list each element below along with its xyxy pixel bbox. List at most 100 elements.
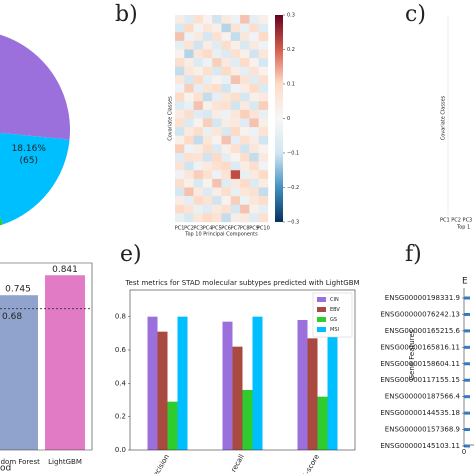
heat-cell <box>184 101 194 111</box>
reference-label: 0.68 <box>2 312 22 322</box>
y-tick-label: ENSG00000076242.13 <box>380 310 460 318</box>
slice-label: 18.16% <box>12 144 47 154</box>
heat-cell <box>258 15 269 24</box>
heat-cell <box>202 204 213 214</box>
heat-cell <box>175 170 185 180</box>
heat-cell <box>249 92 259 102</box>
heat-cell <box>230 161 241 171</box>
y-tick-label: 0.2 <box>115 413 126 421</box>
heat-cell <box>193 161 204 171</box>
heat-cell <box>193 23 204 33</box>
heat-cell <box>221 109 231 119</box>
heat-cell <box>193 32 204 42</box>
panel-label: f) <box>405 242 422 267</box>
legend-label: MSI <box>330 327 339 333</box>
heat-cell <box>230 49 241 59</box>
heat-cell <box>202 84 213 93</box>
x-tick-label: PC6 <box>221 226 231 232</box>
heat-cell <box>212 49 222 59</box>
heat-cell <box>202 32 213 42</box>
heat-cell <box>202 161 213 171</box>
heat-cell <box>240 144 250 154</box>
heat-cell <box>175 204 185 214</box>
x-tick-label: 0 <box>462 448 466 456</box>
x-tick-label: LightGBM <box>48 458 82 466</box>
x-axis-label: Top 10 Principal Components <box>184 232 258 238</box>
heat-cell <box>221 153 231 162</box>
colorbar-tick-label: 0.3 <box>287 13 295 19</box>
heat-cell <box>212 23 222 33</box>
colorbar-tick-label: −0.2 <box>287 185 299 191</box>
heat-cell <box>202 49 213 59</box>
heat-cell <box>193 178 204 188</box>
y-tick-label: ENSG00000165215.6 <box>385 327 461 335</box>
heat-cell <box>184 92 194 102</box>
heat-cell <box>258 204 269 214</box>
heat-cell <box>249 109 259 119</box>
chart-title: Test metrics for STAD molecular subtypes… <box>124 279 359 287</box>
y-tick-label: ENSG00000157368.9 <box>385 426 460 434</box>
x-tick-label: PC2 <box>184 226 194 232</box>
heat-cell <box>175 127 185 136</box>
heat-cell <box>249 178 259 188</box>
heat-cell <box>212 204 222 214</box>
heat-cell <box>240 170 250 180</box>
heat-cell <box>175 187 185 197</box>
heat-cell <box>258 109 269 119</box>
x-tick-label: ndom Forest <box>0 458 40 466</box>
heat-cell <box>193 15 204 24</box>
y-tick-label: ENSG00000165816.11 <box>380 343 460 351</box>
heat-cell <box>212 32 222 42</box>
heat-cell <box>175 32 185 42</box>
heat-cell <box>175 135 185 145</box>
heat-cell <box>249 161 259 171</box>
heat-cell <box>221 66 231 76</box>
heat-cell <box>230 127 241 136</box>
heat-cell <box>249 15 259 24</box>
heat-cell <box>212 66 222 76</box>
bar-stub <box>464 296 470 300</box>
heat-cell <box>240 40 250 50</box>
heat-cell <box>258 75 269 85</box>
pie-slice <box>0 216 3 226</box>
legend-swatch <box>317 317 326 322</box>
x-tick-label: precision <box>148 453 171 474</box>
heat-cell <box>193 75 204 85</box>
heat-cell <box>184 23 194 33</box>
heat-cell <box>230 204 241 214</box>
legend-swatch <box>317 327 326 332</box>
heat-cell <box>240 127 250 136</box>
heat-cell <box>175 153 185 162</box>
heat-cell <box>193 127 204 136</box>
heat-cell <box>184 213 194 223</box>
heat-cell <box>184 153 194 162</box>
heat-cell <box>175 92 185 102</box>
heat-cell <box>249 213 259 223</box>
heat-cell <box>240 109 250 119</box>
bar-stub <box>464 345 470 349</box>
heat-cell <box>175 84 185 93</box>
heat-cell <box>175 161 185 171</box>
heat-cell <box>258 144 269 154</box>
colorbar-tick-label: −0.3 <box>287 220 299 226</box>
heat-cell <box>249 32 259 42</box>
heat-cell <box>212 153 222 162</box>
heat-cell <box>230 153 241 162</box>
y-tick-label: ENSG00000187566.4 <box>385 393 461 401</box>
heat-cell <box>202 178 213 188</box>
heat-cell <box>258 101 269 111</box>
legend-label: CIN <box>330 297 339 303</box>
heat-cell <box>212 135 222 145</box>
y-tick-label: ENSG00000158604.11 <box>380 360 460 368</box>
heat-cell <box>258 49 269 59</box>
heat-cell <box>221 204 231 214</box>
heat-cell <box>193 92 204 102</box>
heat-cell <box>193 153 204 162</box>
heat-cell <box>175 66 185 76</box>
heat-cell <box>212 213 222 223</box>
heat-cell <box>184 84 194 93</box>
heat-cell <box>212 84 222 93</box>
x-tick-label: PC3 <box>193 226 203 232</box>
heat-cell <box>258 196 269 205</box>
bar <box>157 331 168 450</box>
